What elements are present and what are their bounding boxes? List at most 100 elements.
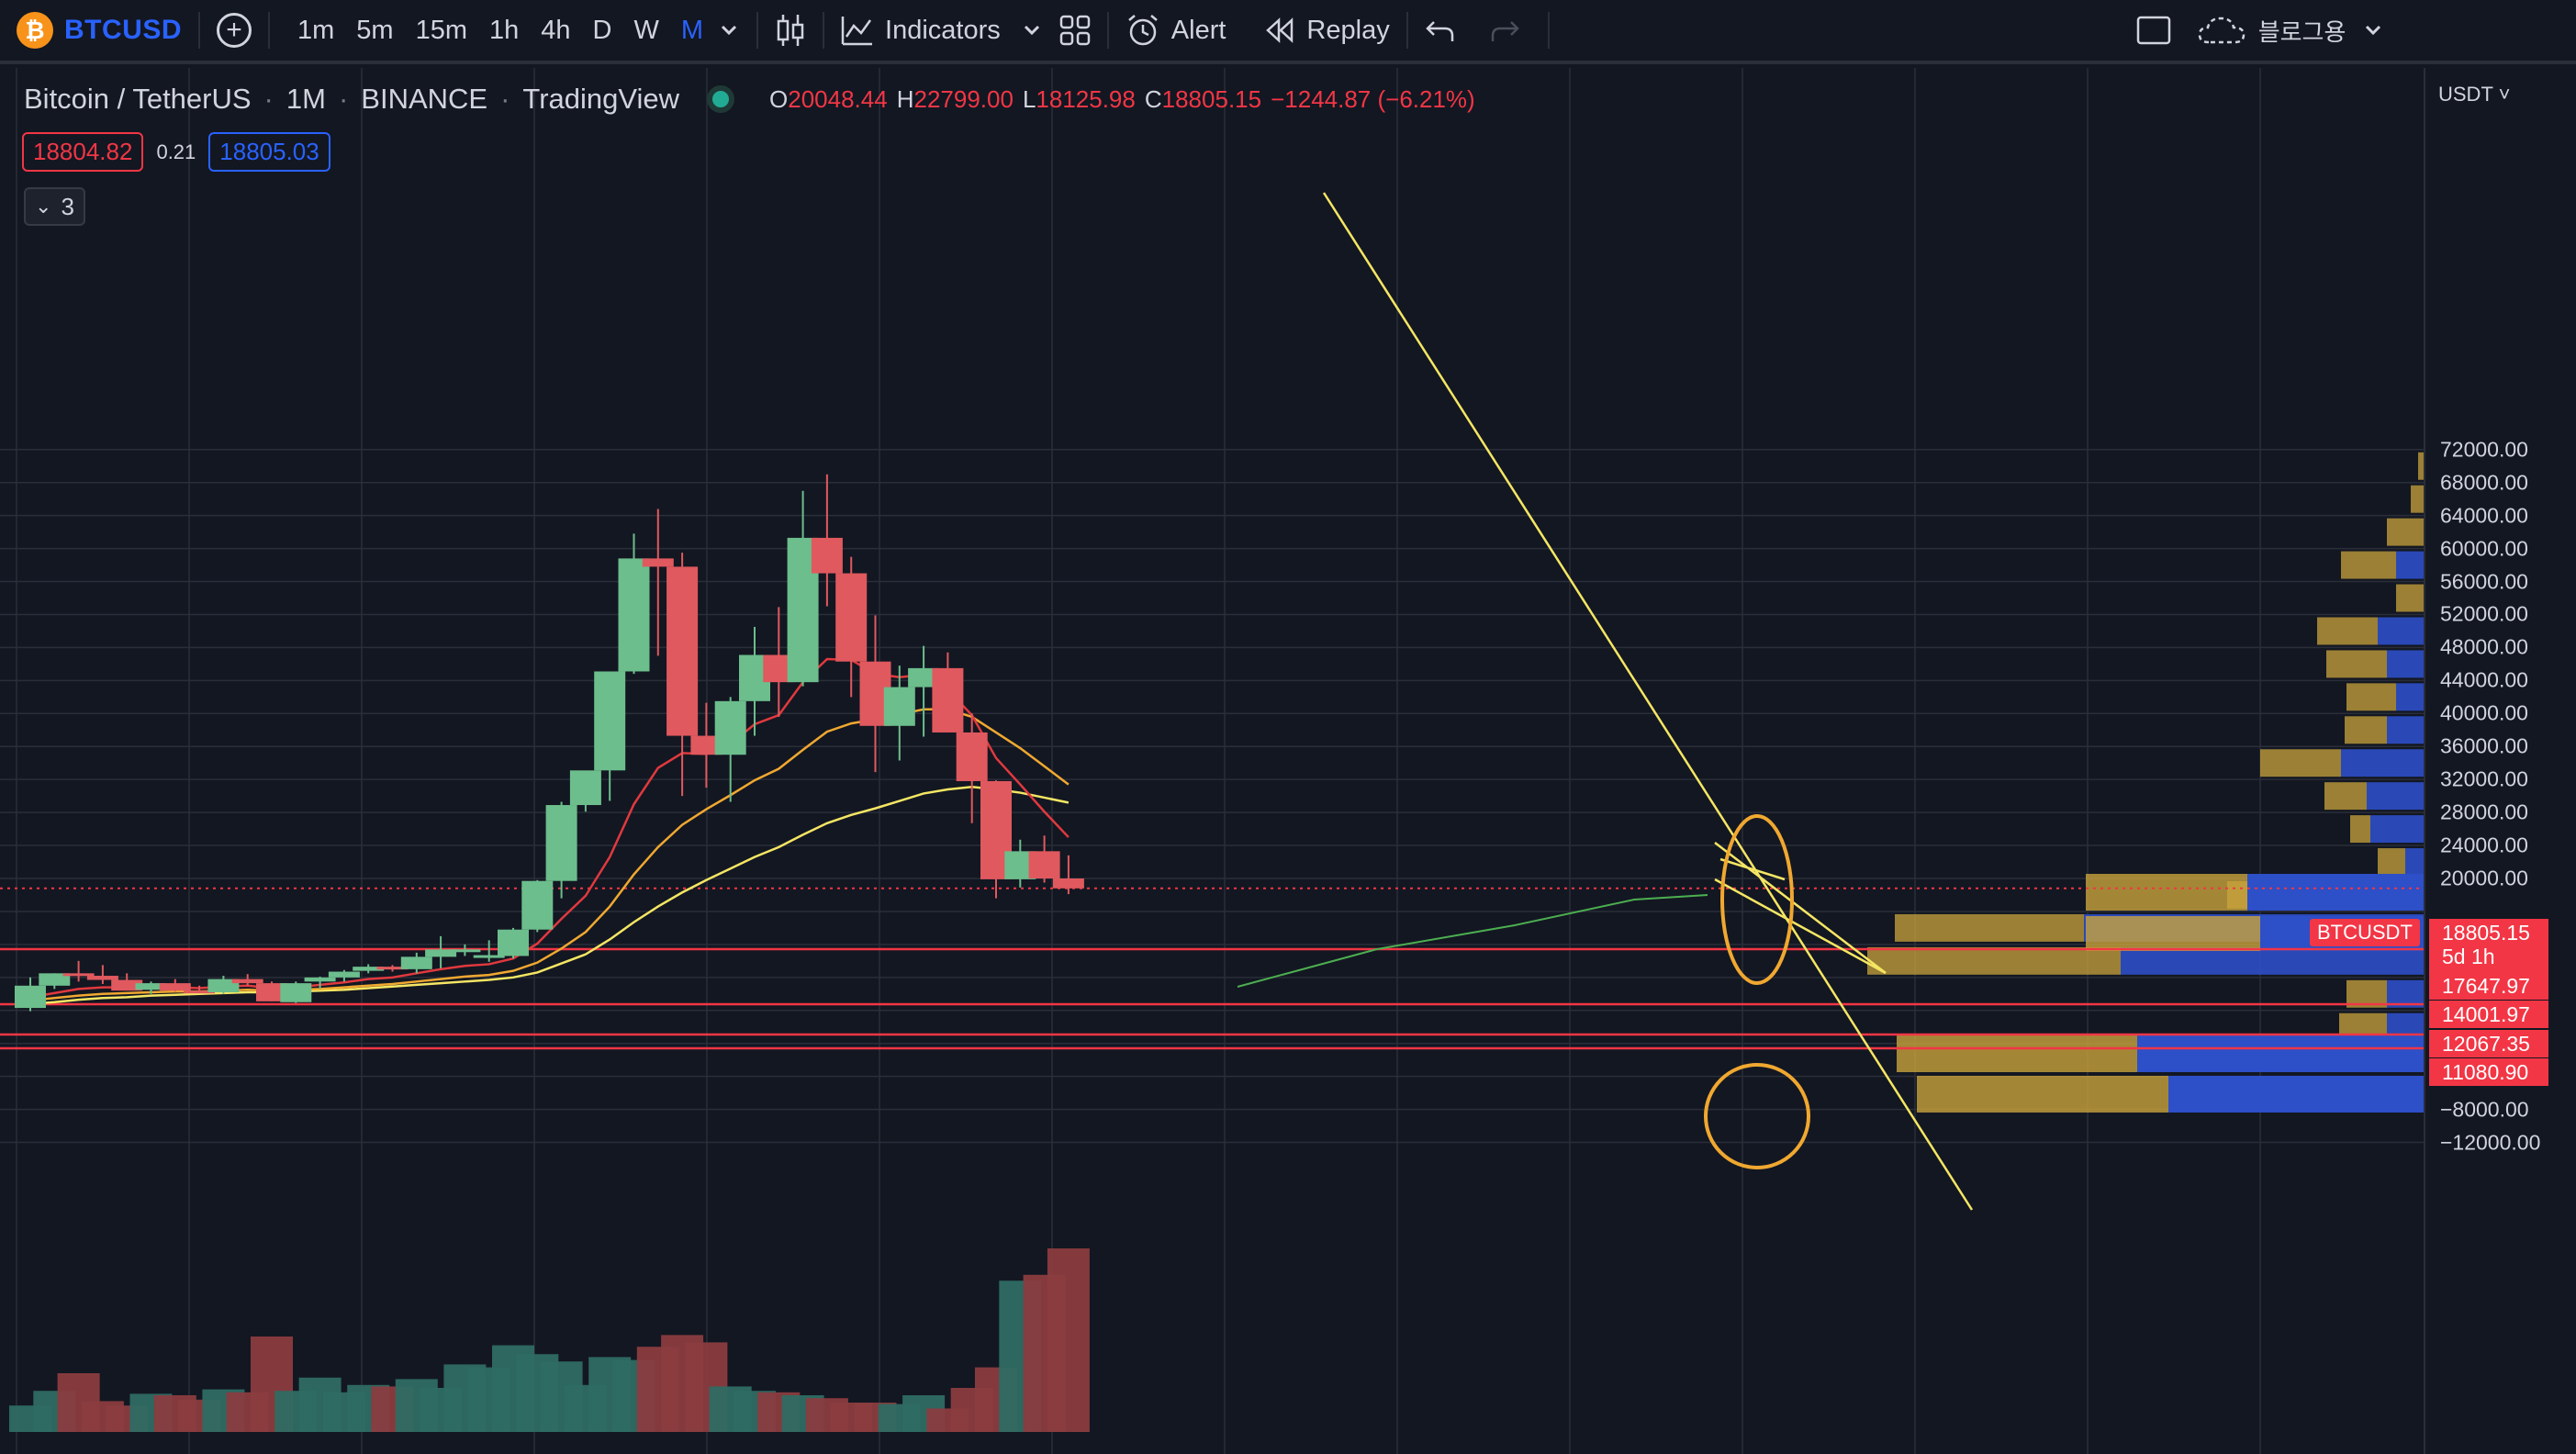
- candle-body: [811, 537, 843, 574]
- trendline-drawing: [1719, 857, 1786, 881]
- volume-profile-bar: [1897, 1034, 2137, 1072]
- candle-body: [835, 573, 868, 662]
- buy-price-button[interactable]: 18805.03: [208, 132, 330, 172]
- volume-profile-bar: [2350, 815, 2370, 844]
- candles-icon: [777, 15, 804, 46]
- cloud-layout-button[interactable]: 블로그용: [2198, 0, 2385, 62]
- compare-add-icon[interactable]: +: [217, 13, 252, 48]
- fullscreen-button[interactable]: [2135, 0, 2172, 62]
- grid-layout-icon: [1059, 15, 1091, 46]
- candle-body: [304, 977, 336, 982]
- volume-profile-bar: [2378, 848, 2405, 876]
- symbol-selector[interactable]: ₿ BTCUSD: [17, 0, 182, 62]
- candle-body: [15, 985, 46, 1009]
- price-axis-tick: 24000.00: [2440, 833, 2528, 857]
- toolbar-divider: [268, 12, 270, 49]
- candle-body: [1028, 851, 1060, 878]
- candles: [15, 474, 1084, 1012]
- volume-profile-bar: [2396, 683, 2424, 711]
- indicators-button[interactable]: Indicators: [841, 0, 1043, 62]
- indicators-collapse-button[interactable]: ⌄ 3: [24, 187, 85, 226]
- candle-body: [135, 983, 167, 990]
- timeframe-D[interactable]: D: [592, 15, 612, 45]
- price-axis-tick: 44000.00: [2440, 667, 2528, 692]
- candle-body: [184, 990, 216, 994]
- volume-profile-bar: [2168, 1076, 2424, 1113]
- volume-profile-bar: [2247, 874, 2424, 911]
- volume-profile-bar: [2387, 650, 2424, 678]
- trendline-drawing: [1714, 878, 1887, 975]
- chart-canvas[interactable]: [0, 68, 2424, 1454]
- indicators-label: Indicators: [885, 15, 1001, 45]
- timeframe-15m[interactable]: 15m: [415, 15, 468, 45]
- chevron-down-icon: [1024, 25, 1039, 36]
- volume-profile-bar: [2086, 874, 2247, 911]
- sell-price-button[interactable]: 18804.82: [22, 132, 144, 172]
- trendline-drawing: [1714, 842, 1887, 974]
- redo-button[interactable]: [1491, 0, 1520, 62]
- volume-profile-bar: [2370, 815, 2424, 844]
- price-axis-tick: 64000.00: [2440, 503, 2528, 528]
- alert-label: Alert: [1170, 15, 1226, 45]
- timeframe-dropdown[interactable]: [718, 0, 740, 62]
- candle-body: [666, 566, 699, 736]
- price-axis-tick: 72000.00: [2440, 437, 2528, 462]
- candle-body: [280, 983, 312, 1002]
- price-axis-border: [2424, 68, 2425, 1454]
- candle-body: [569, 770, 601, 806]
- toolbar-divider: [1106, 12, 1109, 49]
- quote-boxes: 18804.82 0.21 18805.03: [22, 132, 330, 172]
- candle-body: [956, 732, 988, 781]
- current-price-tag: 18805.15 5d 1h: [2429, 919, 2548, 972]
- undo-button[interactable]: [1425, 0, 1454, 62]
- candle-body: [690, 735, 722, 755]
- price-axis-tick: 68000.00: [2440, 470, 2528, 495]
- timeframe-1h[interactable]: 1h: [489, 15, 520, 45]
- volume-profile-bar: [2387, 716, 2424, 744]
- volume-profile-bar: [2418, 452, 2424, 480]
- candle-body: [883, 687, 915, 726]
- toolbar-divider: [198, 12, 200, 49]
- alarm-clock-icon: [1127, 15, 1158, 46]
- volume-bar: [1047, 1248, 1090, 1432]
- price-axis-tick: 56000.00: [2440, 569, 2528, 594]
- market-status-icon: [712, 91, 730, 107]
- price-axis-tick: −8000.00: [2440, 1097, 2529, 1122]
- ohlc-close: 18805.15: [1161, 84, 1262, 113]
- volume-profile-bar: [2341, 749, 2424, 777]
- currency-selector[interactable]: USDT ˅: [2438, 83, 2511, 106]
- highlight-ellipse: [1704, 1063, 1810, 1169]
- candle-body: [328, 971, 360, 978]
- layouts-button[interactable]: [1059, 0, 1091, 62]
- candle-body: [400, 956, 432, 969]
- ema-green-line: [1237, 894, 1708, 988]
- timeframe-1m[interactable]: 1m: [297, 15, 335, 45]
- highlight-ellipse: [1720, 814, 1794, 985]
- drawings: [1322, 192, 1974, 1211]
- candle-body: [521, 880, 554, 930]
- timeframe-5m[interactable]: 5m: [356, 15, 394, 45]
- timeframe-W[interactable]: W: [633, 15, 659, 45]
- chart-type-button[interactable]: [775, 0, 806, 62]
- legend-interval: 1M: [286, 83, 326, 115]
- timeframe-4h[interactable]: 4h: [541, 15, 571, 45]
- candle-body: [908, 667, 940, 688]
- ohlc-low: 18125.98: [1036, 84, 1136, 113]
- ema-yellow-line: [29, 786, 1070, 1005]
- replay-button[interactable]: Replay: [1264, 0, 1390, 62]
- alert-button[interactable]: Alert: [1126, 0, 1226, 62]
- square-icon: [2136, 16, 2170, 45]
- cloud-icon: [2198, 17, 2245, 44]
- legend-title[interactable]: Bitcoin / TetherUS: [24, 83, 252, 115]
- volume-profile-bar: [2346, 683, 2396, 711]
- volume-profile-bar: [1895, 913, 2084, 942]
- volume-profile-bar: [2396, 584, 2424, 612]
- volume-profile: [1867, 452, 2424, 1113]
- timeframe-M[interactable]: M: [680, 15, 704, 45]
- horizontal-levels: [0, 887, 2424, 1050]
- candle-body: [376, 967, 409, 970]
- price-axis-tick: 28000.00: [2440, 800, 2528, 824]
- candle-countdown: 5d 1h: [2442, 945, 2495, 968]
- price-level-tag: 12067.35: [2429, 1030, 2548, 1057]
- price-axis-tick: 60000.00: [2440, 536, 2528, 561]
